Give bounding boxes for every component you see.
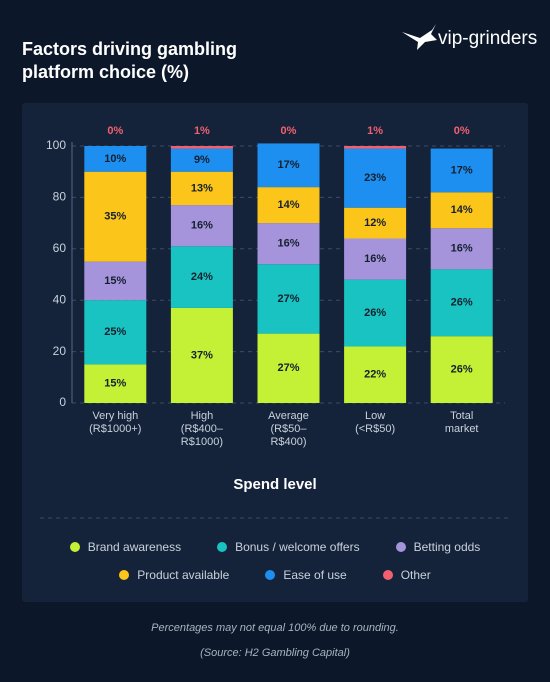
data-label: 16%: [191, 220, 213, 232]
data-label: 16%: [364, 253, 386, 265]
bar-segment: [257, 187, 320, 224]
bar-segment: [344, 238, 407, 280]
legend-label: Brand awareness: [87, 540, 182, 554]
bar-segment: [170, 205, 233, 247]
bar-segment: [257, 333, 320, 403]
legend-swatch: [382, 570, 393, 580]
data-label: 26%: [451, 297, 473, 309]
x-axis-title: Spend level: [233, 476, 317, 493]
y-tick-label: 20: [53, 344, 67, 358]
bar-segment: [430, 192, 493, 229]
data-label: 17%: [277, 159, 299, 171]
x-tick-label: Low (<R$50): [355, 410, 396, 435]
data-label: 1%: [367, 125, 383, 137]
legend-item: Betting odds: [395, 539, 481, 555]
bar-segment: [257, 223, 320, 265]
legend-swatch: [395, 542, 406, 552]
legend-item: Bonus / welcome offers: [217, 539, 360, 555]
data-label: 17%: [451, 164, 473, 176]
legend-item: Brand awareness: [69, 539, 182, 555]
data-label: 35%: [104, 211, 126, 223]
data-label: 25%: [104, 326, 126, 338]
data-label: 37%: [191, 349, 213, 361]
bar-segment: [170, 146, 233, 149]
legend-label: Betting odds: [413, 540, 481, 554]
y-tick-label: 60: [53, 241, 67, 255]
legend-swatch: [265, 570, 276, 580]
data-label: 27%: [277, 293, 299, 305]
bar-segment: [170, 246, 233, 308]
data-label: 13%: [191, 182, 213, 194]
data-label: 22%: [364, 369, 386, 381]
bar-segment: [344, 346, 407, 403]
bar-segment: [170, 307, 233, 403]
data-label: 0%: [281, 125, 297, 137]
logo: vip-grinders: [438, 28, 538, 49]
chart-title: Factors driving gambling platform choice…: [22, 39, 238, 82]
data-label: 24%: [191, 271, 213, 283]
legend-item: Product available: [119, 567, 229, 583]
y-tick-label: 40: [53, 292, 67, 306]
data-label: 14%: [277, 199, 299, 211]
data-label: 23%: [364, 172, 386, 184]
legend-item: Ease of use: [265, 567, 347, 583]
data-label: 12%: [364, 217, 386, 229]
bar-segment: [257, 264, 320, 334]
bar-segment: [84, 171, 147, 262]
x-tick-label: High (R$400– R$1000): [180, 410, 223, 448]
legend-label: Other: [400, 568, 431, 582]
data-label: 1%: [194, 125, 210, 137]
bar-segment: [84, 261, 147, 301]
legend-label: Product available: [137, 568, 230, 582]
data-label: 16%: [277, 238, 299, 250]
bar-segment: [170, 171, 233, 206]
y-tick-label: 80: [53, 190, 67, 204]
bar-segment: [344, 148, 407, 208]
x-tick-label: Total market: [444, 410, 479, 435]
legend-label: Bonus / welcome offers: [235, 540, 360, 554]
bar-segment: [344, 207, 407, 239]
y-tick-label: 0: [59, 395, 66, 409]
x-tick-label: Very high (R$1000+): [89, 410, 142, 435]
bar-segment: [84, 146, 147, 172]
bar-segment: [84, 300, 147, 365]
legend-swatch: [69, 542, 80, 552]
y-tick-label: 100: [46, 138, 66, 152]
data-label: 9%: [194, 154, 210, 166]
bar-segment: [344, 279, 407, 347]
data-label: 15%: [104, 378, 126, 390]
legend-swatch: [217, 542, 228, 552]
legend-item: Other: [382, 567, 431, 583]
data-label: 14%: [451, 204, 473, 216]
data-label: 0%: [107, 125, 123, 137]
source: (Source: H2 Gambling Capital): [200, 647, 350, 659]
logo-bird: [402, 24, 437, 50]
data-label: 15%: [104, 275, 126, 287]
footnote: Percentages may not equal 100% due to ro…: [151, 622, 399, 634]
bar-segment: [430, 336, 493, 403]
bar-segment: [257, 143, 320, 188]
legend-label: Ease of use: [283, 568, 347, 582]
data-label: 26%: [364, 307, 386, 319]
data-label: 16%: [451, 243, 473, 255]
legend-swatch: [119, 570, 130, 580]
data-label: 0%: [454, 125, 470, 137]
bar-segment: [84, 364, 147, 403]
bar-segment: [170, 148, 233, 172]
bar-segment: [430, 269, 493, 337]
x-tick-label: Average (R$50– R$400): [268, 410, 309, 448]
bar-segment: [430, 228, 493, 270]
bar-segment: [430, 148, 493, 193]
bar-segment: [344, 146, 407, 149]
legend: Brand awareness Bonus / welcome offers Bet…: [40, 539, 510, 583]
data-label: 26%: [451, 363, 473, 375]
data-label: 27%: [277, 362, 299, 374]
data-label: 10%: [104, 153, 126, 165]
